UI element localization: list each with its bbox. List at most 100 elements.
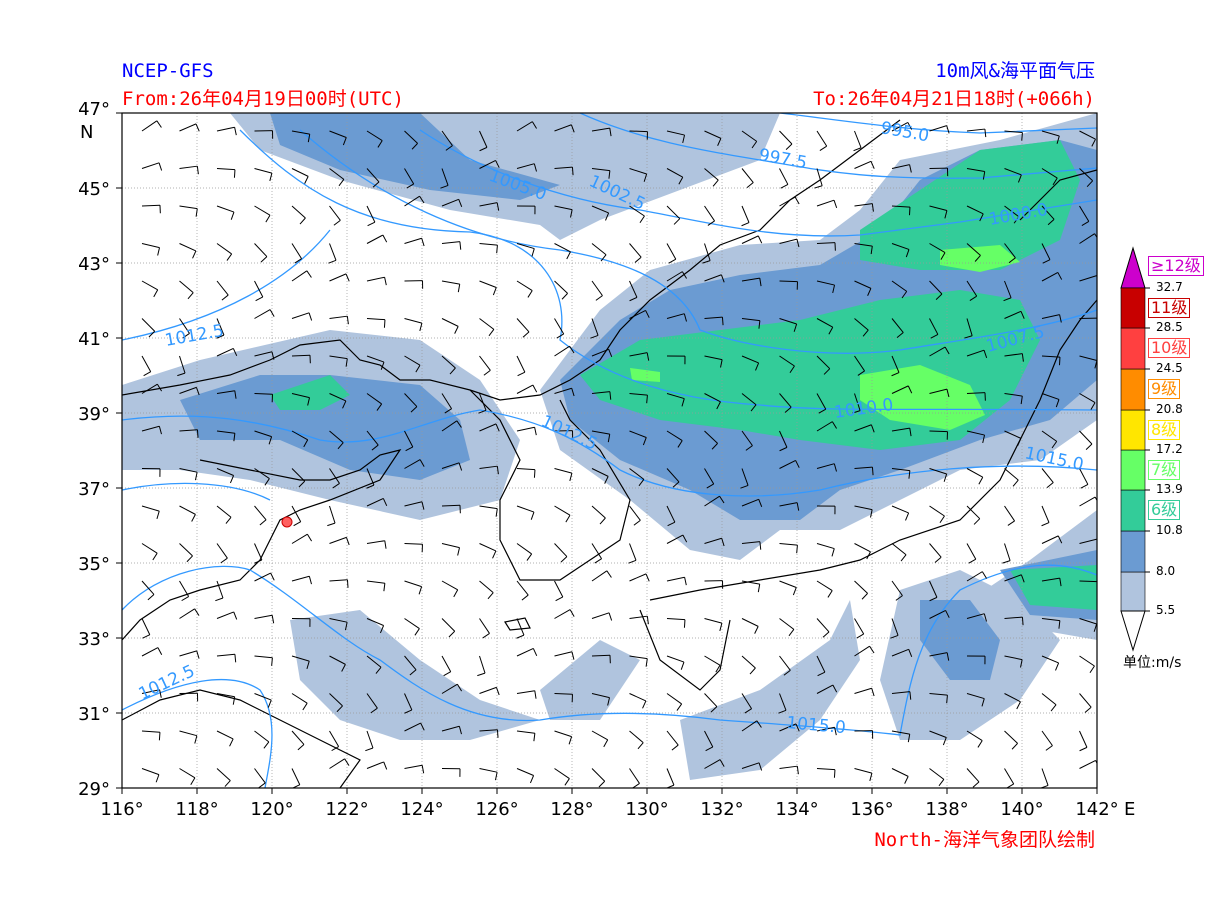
wind-barb-icon <box>666 168 684 185</box>
wind-barb-icon <box>704 430 718 450</box>
wind-barb-icon <box>741 618 759 634</box>
wind-barb-icon <box>966 349 988 359</box>
valid-time: To:26年04月21日18时(+066h) <box>813 88 1095 110</box>
wind-barb-icon <box>404 764 425 774</box>
wind-barb-icon <box>516 243 535 257</box>
lat-tick-label: 37° <box>78 479 110 500</box>
wind-barb-icon <box>479 202 500 211</box>
lon-tick-label: 132° <box>700 799 743 820</box>
wind-barb-icon <box>891 164 912 173</box>
wind-barb-icon <box>1041 468 1054 488</box>
wind-barb-icon <box>254 505 267 526</box>
wind-barb-icon <box>479 355 491 376</box>
wind-barb-icon <box>254 768 266 788</box>
wind-barb-icon <box>329 579 349 588</box>
wind-barb-icon <box>854 243 873 255</box>
wind-barb-icon <box>929 125 950 134</box>
wind-barb-icon <box>441 198 463 208</box>
wind-barb-icon <box>329 536 350 546</box>
wind-barb-icon <box>1079 468 1089 489</box>
wind-barb-icon <box>254 543 263 564</box>
wind-barb-icon <box>329 655 346 672</box>
lon-tick-label: 130° <box>625 799 668 820</box>
wind-barb-icon <box>779 543 798 554</box>
wind-barb-icon <box>816 655 826 677</box>
location-marker-icon <box>281 516 293 528</box>
wind-barb-icon <box>1041 655 1060 671</box>
lon-tick-label: 128° <box>550 799 593 820</box>
wind-barb-icon <box>853 130 862 152</box>
wind-barb-icon <box>516 318 530 338</box>
wind-barb-icon <box>254 243 268 263</box>
wind-barb-icon <box>291 693 308 711</box>
wind-barb-icon <box>966 392 986 401</box>
wind-barb-icon <box>179 123 200 132</box>
wind-barb-icon <box>591 730 609 748</box>
wind-barb-icon <box>1004 205 1020 224</box>
wind-barb-icon <box>929 652 950 661</box>
wind-barb-icon <box>554 345 575 357</box>
wind-barb-icon <box>254 655 273 666</box>
wind-barb-icon <box>404 543 423 553</box>
wind-barb-icon <box>591 468 609 484</box>
wind-barb-icon <box>1003 280 1012 302</box>
colorbar-tick-label: 10.8 <box>1156 523 1183 537</box>
wind-barb-icon <box>704 274 725 283</box>
wind-level-label: 10级 <box>1148 338 1191 358</box>
wind-barb-icon <box>1004 693 1021 710</box>
wind-barb-icon <box>741 762 763 771</box>
wind-barb-icon <box>741 393 757 412</box>
wind-barb-icon <box>441 318 459 334</box>
wind-barb-icon <box>816 199 838 209</box>
wind-barb-icon <box>779 238 800 248</box>
wind-barb-icon <box>591 127 612 137</box>
wind-barb-icon <box>441 462 463 471</box>
wind-barb-icon <box>779 459 800 469</box>
wind-barb-icon <box>704 495 725 507</box>
wind-barb-icon <box>1079 496 1097 507</box>
wind-barb-icon <box>629 280 638 302</box>
wind-barb-icon <box>179 165 199 175</box>
wind-barb-icon <box>141 243 161 256</box>
wind-barb-icon <box>1041 205 1055 226</box>
wind-barb-icon <box>291 168 309 184</box>
wind-barb-icon <box>629 168 648 182</box>
wind-barb-icon <box>179 468 198 481</box>
wind-barb-icon <box>329 430 344 450</box>
wind-level-label: 8级 <box>1148 420 1181 440</box>
wind-barb-icon <box>1041 243 1051 264</box>
wind-barb-icon <box>816 463 837 472</box>
wind-barb-icon <box>329 693 343 713</box>
colorbar-tick-label: 28.5 <box>1156 320 1183 334</box>
lon-tick-label: 122° <box>325 799 368 820</box>
wind-barb-icon <box>329 168 345 187</box>
wind-barb-icon <box>404 430 414 452</box>
wind-barb-icon <box>1079 693 1092 713</box>
wind-barb-icon <box>629 505 641 526</box>
wind-barb-icon <box>254 280 264 302</box>
wind-barb-icon <box>854 505 873 518</box>
wind-barb-icon <box>216 168 236 178</box>
wind-barb-icon <box>554 651 575 660</box>
wind-barb-icon <box>666 534 688 544</box>
wind-barb-icon <box>179 280 194 300</box>
wind-barb-icon <box>629 615 649 625</box>
wind-barb-icon <box>629 393 648 404</box>
wind-barb-icon <box>479 423 500 432</box>
wind-barb-icon <box>854 355 865 376</box>
wind-barb-icon <box>477 655 486 677</box>
colorbar-extend-max <box>1120 246 1146 289</box>
wind-barb-icon <box>966 505 981 525</box>
wind-barb-icon <box>741 235 763 244</box>
colorbar-tick-label: 32.7 <box>1156 280 1183 294</box>
wind-barb-icon <box>816 768 836 778</box>
isobar-label: 1012.5 <box>163 321 225 351</box>
wind-barb-icon <box>702 243 711 264</box>
colorbar-extend-min <box>1120 610 1146 652</box>
wind-barb-icon <box>516 205 536 215</box>
wind-barb-icon <box>891 505 910 521</box>
wind-barb-icon <box>291 655 310 670</box>
korea-coastline <box>469 389 631 581</box>
wind-barb-icon <box>966 430 986 444</box>
credit-text: North-海洋气象团队绘制 <box>874 829 1095 851</box>
